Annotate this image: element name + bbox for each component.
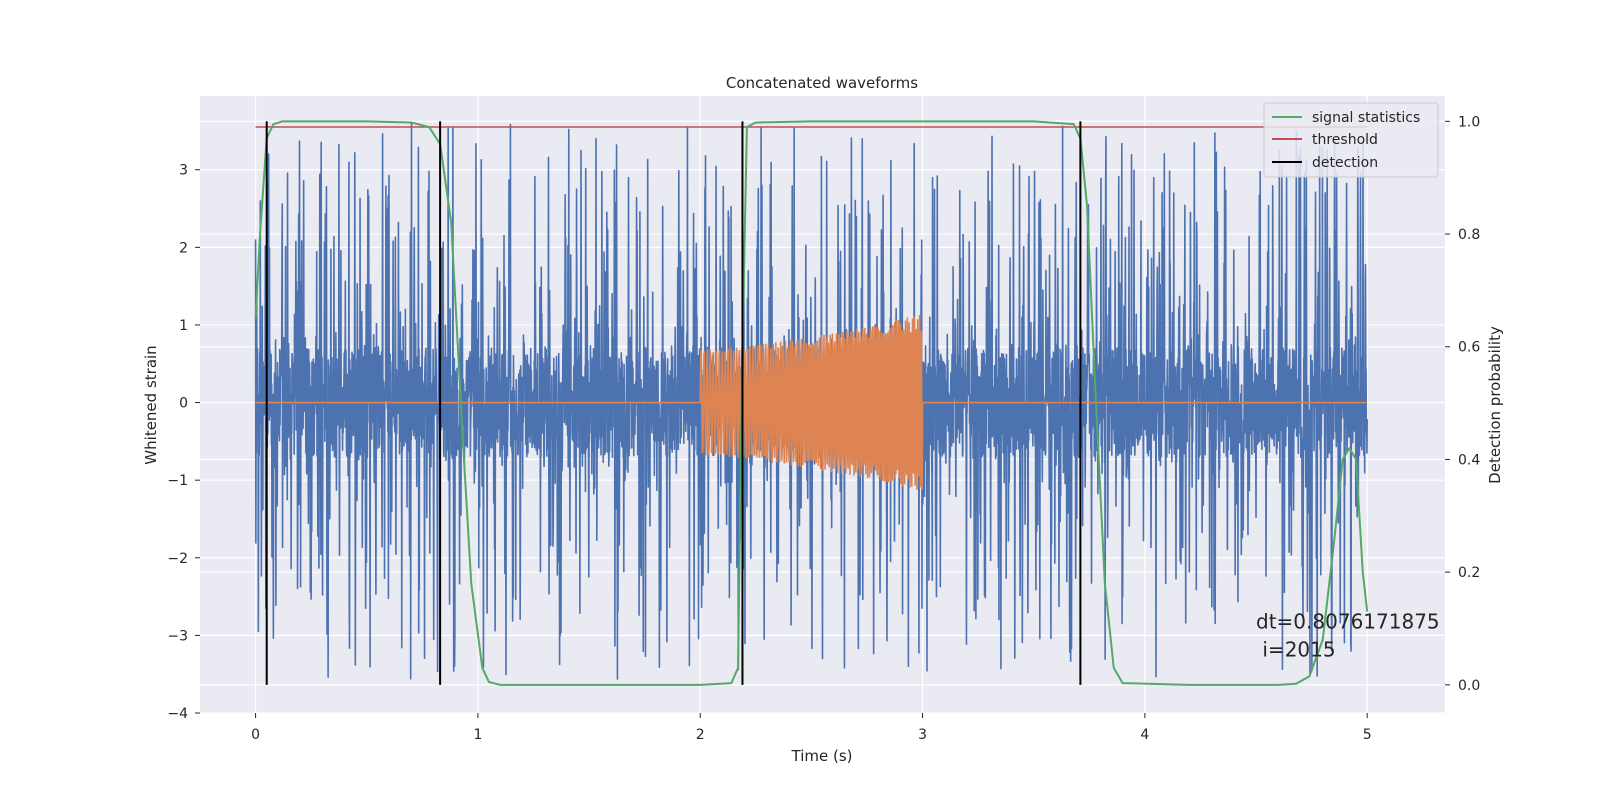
annotation-dt: dt=0.8076171875 xyxy=(1256,609,1440,633)
x-tick-label: 3 xyxy=(918,727,927,743)
y-tick-label: −2 xyxy=(167,551,188,567)
right-axis-label: Detection probability xyxy=(1486,326,1504,484)
x-tick-label: 0 xyxy=(251,727,260,743)
x-axis-label: Time (s) xyxy=(791,747,853,765)
x-tick-label: 4 xyxy=(1140,727,1149,743)
y-tick-label: 0 xyxy=(179,396,188,412)
plot-area xyxy=(254,120,1369,686)
right-axis-ticks: 0.0 0.2 0.4 0.6 0.8 1.0 xyxy=(1445,114,1480,694)
right-tick-label: 0.0 xyxy=(1458,678,1480,694)
legend-box xyxy=(1263,102,1439,178)
y-tick-label: 1 xyxy=(179,318,188,334)
y-tick-label: −1 xyxy=(167,473,188,489)
x-tick-label: 2 xyxy=(696,727,705,743)
x-tick-label: 1 xyxy=(473,727,482,743)
legend-label-detection: detection xyxy=(1312,155,1378,171)
legend-label-threshold: threshold xyxy=(1312,132,1378,148)
annotation-index: i=2015 xyxy=(1256,637,1336,661)
y-tick-label: −4 xyxy=(167,706,188,722)
y-axis-ticks: −4 −3 −2 −1 0 1 2 3 xyxy=(167,163,200,722)
y-axis-label: Whitened strain xyxy=(142,345,160,464)
y-tick-label: 3 xyxy=(179,163,188,179)
x-axis-ticks: 0 1 2 3 4 5 xyxy=(251,713,1372,743)
right-tick-label: 0.4 xyxy=(1458,452,1480,468)
right-tick-label: 0.8 xyxy=(1458,227,1480,243)
right-tick-label: 1.0 xyxy=(1458,114,1480,130)
series-signal-statistics xyxy=(254,120,1369,686)
right-tick-label: 0.2 xyxy=(1458,565,1480,581)
y-tick-label: −3 xyxy=(167,628,188,644)
legend-label-signal-statistics: signal statistics xyxy=(1312,110,1420,126)
chart-title: Concatenated waveforms xyxy=(726,74,918,92)
x-tick-label: 5 xyxy=(1363,727,1372,743)
y-tick-label: 2 xyxy=(179,240,188,256)
legend: signal statistics threshold detection xyxy=(1263,102,1439,178)
right-tick-label: 0.6 xyxy=(1458,340,1480,356)
